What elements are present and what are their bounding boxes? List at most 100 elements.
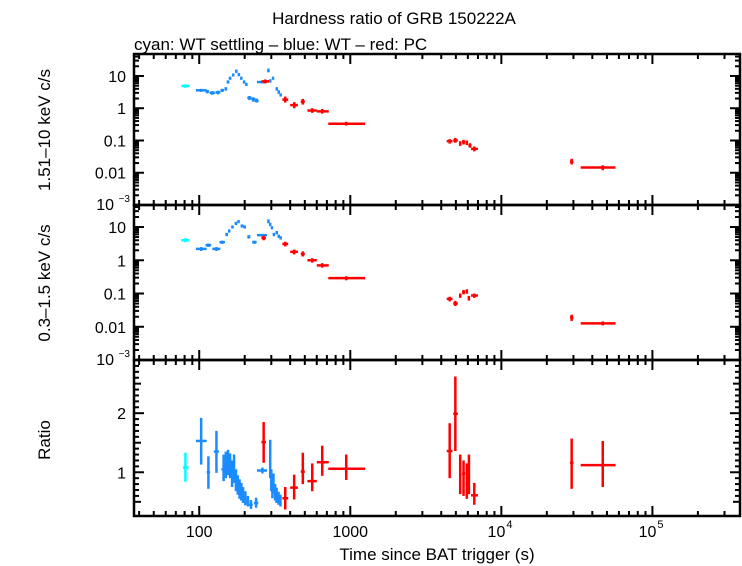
data-point (471, 146, 478, 152)
data-point (271, 76, 275, 80)
data-point (252, 240, 257, 244)
data-point (471, 293, 478, 298)
y-tick-label-exponent: −3 (119, 349, 131, 360)
data-point (267, 219, 270, 224)
data-point (570, 158, 574, 165)
data-point (277, 234, 280, 238)
data-point (268, 222, 272, 227)
y-tick-label: 1 (117, 253, 126, 270)
y-tick-label: 10 (108, 69, 126, 86)
data-point (465, 140, 469, 146)
data-point (256, 233, 268, 237)
data-point (290, 102, 298, 109)
data-point (224, 87, 228, 91)
series-wt (195, 417, 282, 509)
data-point (282, 96, 289, 103)
data-point (261, 422, 266, 463)
data-point (580, 440, 616, 488)
data-point (182, 452, 189, 482)
x-axis-label: Time since BAT trigger (s) (339, 545, 534, 564)
data-point (215, 90, 221, 95)
x-tick-label: 10 (488, 524, 506, 541)
data-point (465, 463, 469, 499)
data-point (261, 235, 266, 241)
data-point (275, 230, 279, 235)
y-tick-label: 1 (117, 101, 126, 118)
x-tick-label: 10 (639, 524, 657, 541)
data-point (458, 141, 462, 146)
data-point (462, 289, 466, 295)
data-point (235, 69, 238, 73)
data-point (205, 89, 209, 94)
data-point (316, 445, 329, 476)
data-point (300, 452, 305, 485)
data-point (231, 225, 234, 229)
data-point (465, 289, 469, 294)
series-wt-settling (181, 84, 190, 88)
y-axis-label-ratio: Ratio (35, 420, 54, 460)
data-point (316, 263, 329, 268)
data-point (246, 495, 250, 507)
data-point (237, 72, 241, 77)
data-point (307, 108, 317, 113)
y-tick-label: 0.01 (95, 320, 126, 337)
data-point (446, 296, 453, 302)
data-point (240, 224, 244, 228)
data-point (272, 232, 276, 237)
data-point (458, 454, 462, 495)
data-point (267, 68, 270, 73)
data-point (206, 456, 211, 489)
data-point (279, 93, 282, 97)
data-point (249, 500, 253, 509)
data-point (307, 463, 317, 492)
data-point (458, 293, 462, 298)
data-point (234, 221, 238, 226)
data-point (300, 98, 305, 105)
data-point (247, 95, 252, 100)
data-point (471, 482, 478, 505)
data-point (328, 276, 366, 281)
data-point (277, 491, 280, 505)
y-tick-label: 0.1 (104, 287, 126, 304)
data-point (241, 487, 245, 503)
data-point (253, 497, 259, 508)
series-pc (261, 376, 616, 510)
y-tick-label: 1 (117, 465, 126, 482)
data-point (251, 97, 256, 102)
series-pc (261, 235, 616, 326)
data-point (219, 240, 225, 244)
y-axis-label-soft: 0.3–1.5 keV c/s (35, 224, 54, 341)
data-point (446, 423, 453, 479)
data-point (468, 143, 472, 148)
data-point (316, 108, 329, 114)
data-point (462, 139, 466, 145)
data-point (254, 98, 259, 103)
series-wt (195, 219, 282, 252)
y-axis-label-hard: 1.51–10 keV c/s (35, 69, 54, 191)
y-tick-label: 0.01 (95, 166, 126, 183)
data-point (244, 491, 247, 506)
data-point (290, 249, 298, 255)
data-point (279, 494, 282, 507)
data-point (570, 438, 574, 489)
data-point (243, 225, 247, 229)
plot-frame (132, 203, 742, 362)
chart-subtitle: cyan: WT settling – blue: WT – red: PC (134, 35, 427, 54)
y-tick-label: 10 (96, 352, 114, 369)
y-tick-label: 2 (117, 406, 126, 423)
y-tick-label: 0.1 (104, 133, 126, 150)
plot-frame (132, 358, 742, 518)
data-point (270, 226, 274, 230)
data-point (228, 76, 232, 80)
data-point (275, 487, 278, 503)
data-point (232, 73, 235, 77)
chart-title: Hardness ratio of GRB 150222A (272, 9, 516, 28)
data-point (290, 474, 298, 500)
data-point (580, 321, 616, 326)
data-point (268, 79, 272, 83)
data-point (195, 247, 207, 252)
data-point (467, 454, 471, 495)
data-point (181, 84, 190, 88)
